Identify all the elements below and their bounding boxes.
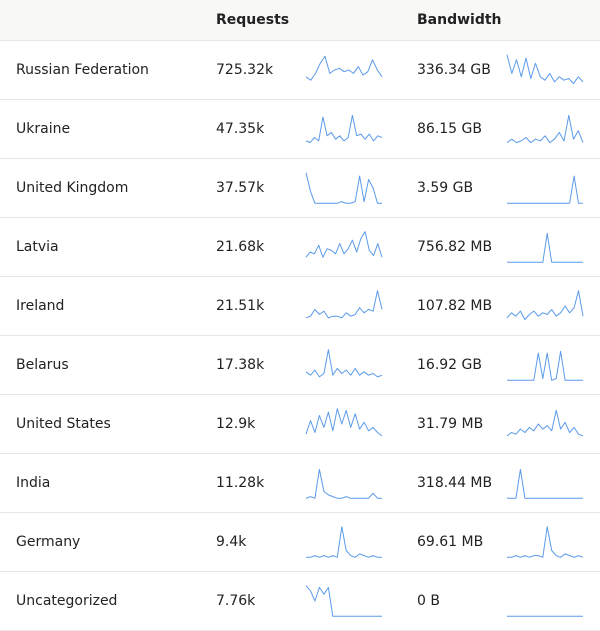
bandwidth-sparkline bbox=[507, 526, 584, 558]
bandwidth-sparkline bbox=[507, 615, 583, 617]
country-name: Ukraine bbox=[16, 121, 71, 137]
bandwidth-value: 336.34 GB bbox=[417, 62, 491, 78]
table-row[interactable]: Belarus 17.38k 16.92 GB bbox=[0, 336, 600, 395]
bandwidth-sparkline bbox=[506, 409, 584, 437]
requests-sparkline bbox=[305, 468, 382, 499]
bandwidth-value: 16.92 GB bbox=[417, 357, 482, 373]
country-name: United States bbox=[16, 416, 111, 432]
bandwidth-sparkline-line bbox=[506, 409, 584, 437]
requests-sparkline bbox=[305, 290, 383, 319]
requests-value: 11.28k bbox=[216, 475, 265, 491]
bandwidth-sparkline bbox=[507, 232, 583, 263]
requests-sparkline bbox=[306, 526, 382, 558]
requests-sparkline-line bbox=[305, 172, 382, 204]
table-row[interactable]: Uncategorized 7.76k 0 B bbox=[0, 572, 600, 631]
table-body: Russian Federation 725.32k 336.34 GB Ukrain… bbox=[0, 41, 600, 631]
bandwidth-value: 69.61 MB bbox=[417, 534, 484, 550]
requests-sparkline bbox=[305, 172, 382, 204]
bandwidth-sparkline-line bbox=[506, 54, 584, 85]
requests-value: 12.9k bbox=[216, 416, 256, 432]
bandwidth-sparkline-line bbox=[507, 175, 583, 204]
table-row[interactable]: Ireland 21.51k 107.82 MB bbox=[0, 277, 600, 336]
table-row[interactable]: United States 12.9k 31.79 MB bbox=[0, 395, 600, 454]
country-name: Belarus bbox=[16, 357, 69, 373]
requests-sparkline-line bbox=[305, 114, 383, 144]
country-name: United Kingdom bbox=[16, 180, 129, 196]
requests-sparkline bbox=[305, 231, 383, 258]
bandwidth-value: 86.15 GB bbox=[417, 121, 482, 137]
bandwidth-column-header[interactable]: Bandwidth bbox=[417, 12, 502, 28]
table-row[interactable]: India 11.28k 318.44 MB bbox=[0, 454, 600, 513]
bandwidth-sparkline-line bbox=[506, 114, 584, 144]
requests-sparkline-line bbox=[305, 55, 383, 81]
country-name: Latvia bbox=[16, 239, 59, 255]
table-row[interactable]: Ukraine 47.35k 86.15 GB bbox=[0, 100, 600, 159]
bandwidth-sparkline-line bbox=[506, 290, 584, 321]
bandwidth-sparkline bbox=[506, 54, 584, 85]
requests-sparkline-line bbox=[305, 585, 382, 617]
bandwidth-sparkline bbox=[506, 114, 584, 144]
table-row[interactable]: Germany 9.4k 69.61 MB bbox=[0, 513, 600, 572]
bandwidth-sparkline-line bbox=[507, 526, 584, 558]
requests-sparkline bbox=[305, 408, 383, 437]
bandwidth-value: 107.82 MB bbox=[417, 298, 493, 314]
bandwidth-sparkline bbox=[507, 468, 583, 499]
table-row[interactable]: Latvia 21.68k 756.82 MB bbox=[0, 218, 600, 277]
requests-sparkline bbox=[305, 349, 383, 378]
bandwidth-sparkline bbox=[506, 290, 584, 321]
bandwidth-sparkline-line bbox=[507, 232, 583, 263]
bandwidth-sparkline-line bbox=[507, 468, 583, 499]
bandwidth-value: 318.44 MB bbox=[417, 475, 493, 491]
bandwidth-value: 756.82 MB bbox=[417, 239, 493, 255]
requests-column-header[interactable]: Requests bbox=[216, 12, 290, 28]
requests-sparkline-line bbox=[305, 349, 383, 378]
bandwidth-sparkline-line bbox=[507, 350, 583, 381]
country-name: Russian Federation bbox=[16, 62, 149, 78]
requests-value: 17.38k bbox=[216, 357, 265, 373]
bandwidth-value: 31.79 MB bbox=[417, 416, 484, 432]
requests-value: 725.32k bbox=[216, 62, 274, 78]
table-header: Requests Bandwidth bbox=[0, 0, 600, 41]
country-name: Uncategorized bbox=[16, 593, 118, 609]
country-name: Ireland bbox=[16, 298, 65, 314]
requests-value: 21.68k bbox=[216, 239, 265, 255]
country-name: India bbox=[16, 475, 51, 491]
country-name: Germany bbox=[16, 534, 81, 550]
requests-value: 9.4k bbox=[216, 534, 247, 550]
requests-sparkline-line bbox=[306, 526, 382, 558]
requests-sparkline bbox=[305, 585, 382, 617]
requests-sparkline-line bbox=[305, 290, 383, 319]
table-row[interactable]: United Kingdom 37.57k 3.59 GB bbox=[0, 159, 600, 218]
requests-value: 7.76k bbox=[216, 593, 256, 609]
requests-value: 37.57k bbox=[216, 180, 265, 196]
requests-sparkline-line bbox=[305, 408, 383, 437]
bandwidth-value: 0 B bbox=[417, 593, 440, 609]
requests-sparkline bbox=[305, 114, 383, 144]
bandwidth-sparkline bbox=[507, 350, 583, 381]
requests-value: 21.51k bbox=[216, 298, 265, 314]
bandwidth-value: 3.59 GB bbox=[417, 180, 474, 196]
bandwidth-sparkline bbox=[507, 175, 583, 204]
requests-sparkline-line bbox=[305, 231, 383, 258]
requests-sparkline-line bbox=[305, 468, 382, 499]
requests-value: 47.35k bbox=[216, 121, 265, 137]
table-row[interactable]: Russian Federation 725.32k 336.34 GB bbox=[0, 41, 600, 100]
requests-sparkline bbox=[305, 55, 383, 81]
